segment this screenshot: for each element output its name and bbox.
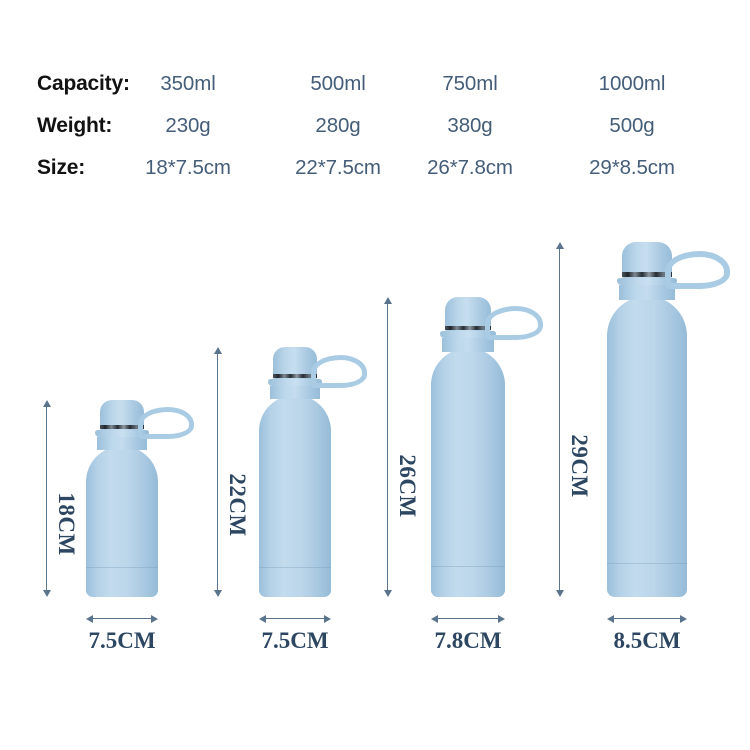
spec-value-capacity-1: 350ml	[160, 72, 216, 95]
cap-metallic-band	[445, 326, 491, 330]
arrow-head-down	[42, 590, 51, 597]
height-dimension-label: 26CM	[395, 454, 420, 518]
bottle-neck	[619, 285, 675, 300]
arrow-head-up	[213, 347, 222, 354]
width-dimension-arrow	[86, 614, 158, 623]
arrow-head-up	[383, 297, 392, 304]
bottle-collar	[95, 430, 149, 437]
bottle-body	[86, 446, 158, 597]
bottle-neck	[270, 386, 320, 399]
arrow-line	[91, 618, 153, 620]
arrow-line	[264, 618, 326, 620]
spec-value-capacity-2: 500ml	[310, 72, 366, 95]
spec-value-size-3: 26*7.8cm	[427, 156, 513, 179]
height-dimension-arrow	[555, 242, 564, 597]
bottle-body	[431, 348, 505, 597]
specification-table: Capacity: 350ml 500ml 750ml 1000ml Weigh…	[0, 62, 750, 190]
width-dimension-label: 7.8CM	[434, 628, 502, 653]
height-dimension-label: 29CM	[567, 433, 592, 498]
arrow-head-left	[259, 614, 266, 623]
height-dimension-label: 18CM	[54, 492, 79, 556]
arrow-head-right	[680, 614, 687, 623]
bottle-strap-loop	[485, 306, 543, 340]
width-dimension-arrow	[431, 614, 505, 623]
arrow-line	[217, 352, 219, 592]
arrow-head-left	[431, 614, 438, 623]
spec-value-capacity-3: 750ml	[442, 72, 498, 95]
bottle-base-seam	[431, 566, 505, 567]
width-dimension-label: 8.5CM	[613, 628, 681, 653]
bottle-350ml: 18CM 7.5CM	[42, 0, 194, 750]
bottle-cap	[445, 297, 491, 331]
spec-value-size-2: 22*7.5cm	[295, 156, 381, 179]
spec-value-weight-2: 280g	[315, 114, 361, 137]
arrow-head-up	[555, 242, 564, 249]
bottle-body	[607, 296, 687, 597]
arrow-head-down	[383, 590, 392, 597]
width-dimension-arrow	[607, 614, 687, 623]
bottle-base-seam	[607, 563, 687, 564]
bottle-cap	[273, 347, 317, 379]
height-dimension-arrow	[213, 347, 222, 597]
spec-label-capacity: Capacity:	[37, 72, 130, 95]
bottle-body	[259, 395, 331, 597]
spec-row-size: Size: 18*7.5cm 22*7.5cm 26*7.8cm 29*8.5c…	[0, 148, 750, 188]
arrow-line	[559, 247, 561, 592]
bottle-neck	[97, 437, 147, 450]
arrow-head-down	[213, 590, 222, 597]
cap-metallic-band	[622, 272, 672, 277]
bottle-base-seam	[86, 567, 158, 568]
bottle-1000ml: 29CM 8.5CM	[555, 0, 730, 750]
height-dimension-label: 22CM	[225, 472, 250, 537]
arrow-line	[612, 618, 682, 620]
spec-value-capacity-4: 1000ml	[598, 72, 666, 95]
bottle-neck	[442, 338, 494, 352]
arrow-head-right	[151, 614, 158, 623]
height-dimension-arrow	[383, 297, 392, 597]
arrow-head-right	[324, 614, 331, 623]
spec-row-weight: Weight: 230g 280g 380g 500g	[0, 106, 750, 146]
bottle-750ml: 26CM 7.8CM	[383, 0, 543, 750]
bottle-collar	[268, 379, 322, 386]
bottle-500ml: 22CM 7.5CM	[213, 0, 367, 750]
cap-metallic-band	[273, 374, 317, 378]
arrow-line	[387, 302, 389, 592]
bottle-collar	[440, 331, 496, 338]
spec-value-weight-4: 500g	[609, 114, 655, 137]
arrow-line	[436, 618, 500, 620]
spec-value-weight-1: 230g	[165, 114, 211, 137]
width-dimension-label: 7.5CM	[88, 628, 156, 653]
bottle-strap-loop	[665, 251, 730, 289]
spec-value-weight-3: 380g	[447, 114, 493, 137]
arrow-head-left	[607, 614, 614, 623]
arrow-head-right	[498, 614, 505, 623]
spec-value-size-4: 29*8.5cm	[589, 156, 675, 179]
bottle-strap-loop	[311, 355, 367, 388]
cap-metallic-band	[100, 425, 144, 429]
arrow-head-left	[86, 614, 93, 623]
bottle-strap-loop	[138, 407, 194, 439]
height-dimension-arrow	[42, 400, 51, 597]
arrow-head-up	[42, 400, 51, 407]
spec-value-size-1: 18*7.5cm	[145, 156, 231, 179]
arrow-head-down	[555, 590, 564, 597]
width-dimension-arrow	[259, 614, 331, 623]
spec-label-size: Size:	[37, 156, 86, 179]
width-dimension-label: 7.5CM	[261, 628, 329, 653]
arrow-line	[46, 405, 48, 592]
spec-row-capacity: Capacity: 350ml 500ml 750ml 1000ml	[0, 64, 750, 104]
spec-label-weight: Weight:	[37, 114, 113, 137]
bottle-base-seam	[259, 567, 331, 568]
bottle-collar	[617, 278, 677, 285]
